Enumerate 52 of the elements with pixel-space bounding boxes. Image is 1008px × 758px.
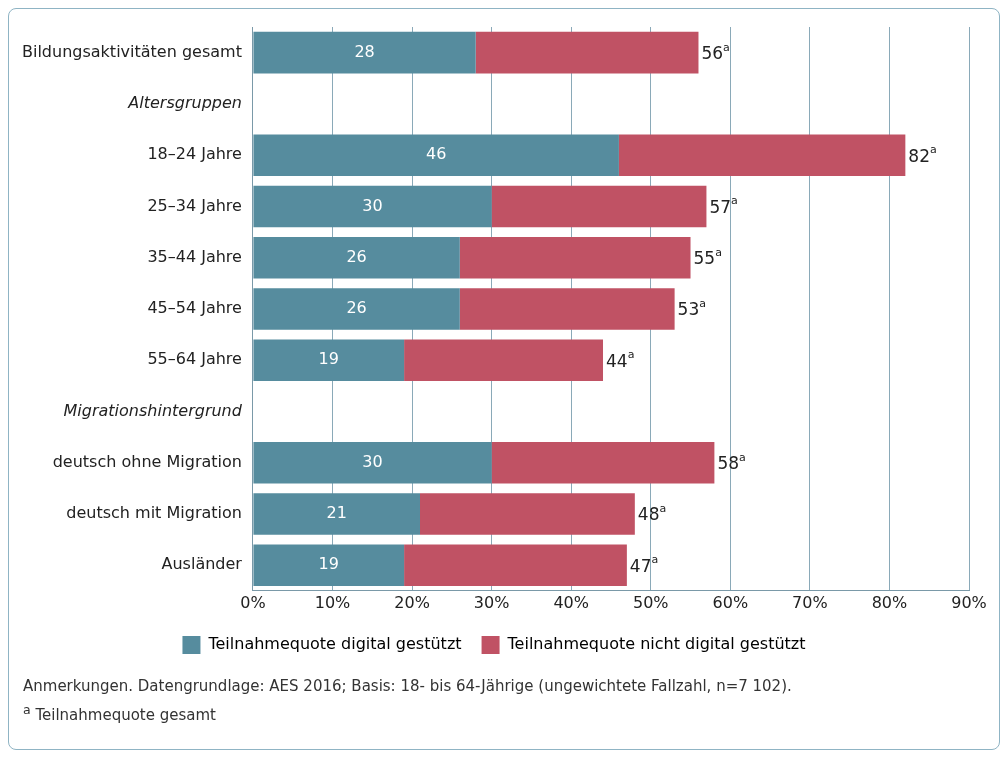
y-tick-label: 35–44 Jahre [147,246,242,266]
bar [491,185,707,228]
bar [459,288,675,330]
bar [404,544,627,586]
data-label: 30 [362,451,383,471]
bar [253,339,405,381]
y-tick-label: 45–54 Jahre [147,298,242,318]
bar [253,544,405,586]
text: $^{a}$ Teilnahmequote gesamt [23,701,217,726]
bar [253,185,492,228]
y-tick-label: deutsch ohne Migration [52,451,242,471]
x-tick-label: 60% [712,592,749,612]
x-tick-label: 50% [632,592,669,612]
bar [253,236,460,279]
data-label: 19 [318,349,339,369]
bar [475,31,699,74]
bar [618,134,906,176]
bar [404,339,604,381]
data-label: 26 [346,298,367,318]
x-tick-label: 70% [792,592,828,612]
data-label: 19 [318,554,339,574]
y-tick-label: deutsch mit Migration [66,503,242,523]
bar [253,493,421,535]
bar [253,441,492,484]
data-label: 21 [326,503,347,523]
data-label: 26 [346,246,367,266]
y-tick-label: Ausländer [161,554,243,574]
y-tick-label: 55–64 Jahre [147,349,242,369]
x-tick-label: 30% [473,592,510,612]
data-label: 30 [362,195,383,215]
y-tick-label: 25–34 Jahre [147,195,242,215]
data-label: 28 [354,41,375,61]
x-tick-label: 90% [951,592,987,612]
bar [253,134,619,176]
bar [491,441,715,484]
text: Anmerkungen. Datengrundlage: AES 2016; Basis: 18- bis 64-Jährige (ungewichtete Fallzahl, n=7 102). [23,676,792,697]
x-tick-label: 0% [240,592,266,612]
x-tick-label: 20% [394,592,430,612]
data-label: 46 [425,144,447,164]
y-tick-label: Altersgruppen [127,93,242,113]
bar [420,493,635,535]
y-tick-label: Migrationshintergrund [63,400,243,420]
legend-label: Teilnahmequote digital gestützt [207,634,462,654]
bar [253,288,460,330]
bar [253,31,476,74]
y-tick-label: Bildungsaktivitäten gesamt [22,41,242,61]
legend-label: Teilnahmequote nicht digital gestützt [506,634,806,654]
x-tick-label: 10% [314,592,351,612]
x-tick-label: 80% [871,592,908,612]
y-tick-label: 18–24 Jahre [147,144,242,164]
x-tick-label: 40% [553,592,589,612]
bar [459,236,691,279]
